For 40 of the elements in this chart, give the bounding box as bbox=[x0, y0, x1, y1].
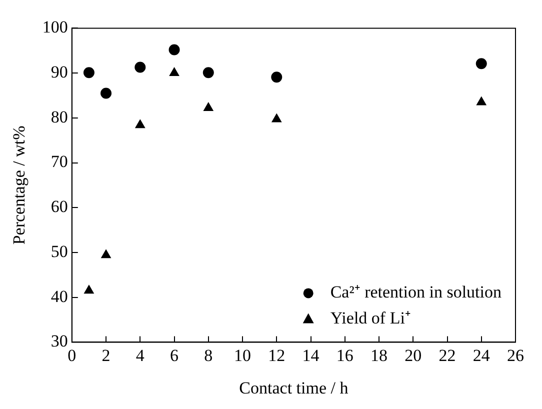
point bbox=[169, 68, 180, 76]
point bbox=[84, 285, 94, 294]
x-tick-label: 20 bbox=[404, 346, 422, 365]
x-tick-label: 0 bbox=[68, 346, 76, 365]
point bbox=[271, 72, 282, 83]
point bbox=[168, 44, 180, 56]
y-tick-label: 100 bbox=[42, 18, 68, 37]
point bbox=[134, 62, 146, 73]
point bbox=[476, 96, 486, 106]
y-tick-label: 90 bbox=[50, 62, 68, 82]
point bbox=[83, 67, 94, 78]
point bbox=[202, 67, 214, 78]
x-tick-label: 16 bbox=[336, 346, 354, 365]
point bbox=[476, 58, 487, 70]
y-tick-label: 70 bbox=[50, 152, 68, 172]
y-axis-title: Percentage / wt% bbox=[10, 126, 29, 245]
y-tick-label: 40 bbox=[50, 286, 68, 306]
point bbox=[135, 120, 145, 128]
point bbox=[272, 114, 282, 122]
legend-label: Ca²⁺ retention in solution bbox=[330, 282, 502, 302]
x-tick-label: 12 bbox=[268, 346, 286, 365]
point bbox=[101, 250, 111, 258]
x-tick-label: 18 bbox=[370, 346, 388, 365]
x-axis-title: Contact time / h bbox=[239, 378, 349, 398]
y-tick-label: 30 bbox=[50, 332, 68, 351]
legend-label: Yield of Li⁺ bbox=[330, 308, 411, 328]
x-tick-label: 6 bbox=[170, 346, 179, 365]
x-tick-label: 2 bbox=[102, 346, 110, 365]
point bbox=[100, 88, 112, 99]
y-tick-label: 60 bbox=[50, 197, 68, 216]
x-tick-label: 14 bbox=[302, 346, 320, 365]
y-tick-label: 50 bbox=[50, 242, 68, 261]
x-tick-label: 10 bbox=[234, 346, 252, 365]
x-tick-label: 22 bbox=[438, 346, 456, 365]
x-tick-label: 4 bbox=[136, 346, 145, 365]
point bbox=[204, 102, 214, 112]
y-tick-label: 80 bbox=[50, 107, 68, 126]
x-tick-label: 24 bbox=[472, 346, 490, 365]
x-tick-label: 26 bbox=[507, 346, 524, 365]
x-tick-label: 8 bbox=[204, 346, 213, 365]
